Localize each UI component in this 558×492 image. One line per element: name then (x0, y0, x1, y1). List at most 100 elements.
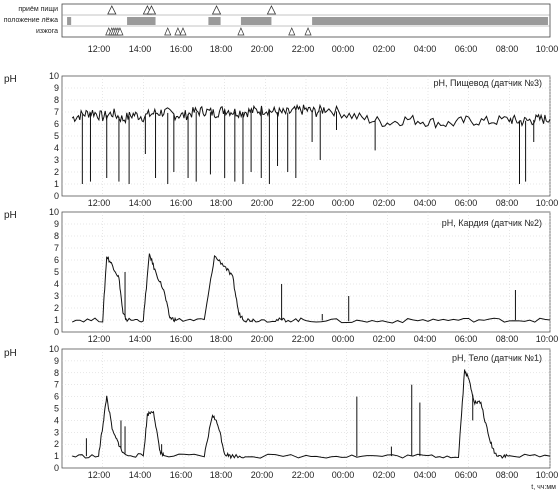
cardia-ph-panel: pH pH, Кардия (датчик №2) 0 1 2 3 4 5 6 7 8 9 10 (4, 207, 551, 337)
y-tick-label: 9 (54, 356, 59, 366)
y-tick-label: 6 (54, 119, 59, 129)
panel-title: pH, Пищевод (датчик №3) (433, 78, 542, 88)
tick-label: 04:00 (414, 334, 437, 344)
events-panel (61, 3, 551, 38)
heartburn-marker (304, 27, 312, 36)
y-tick-label: 8 (54, 231, 59, 241)
y-tick-label: 0 (54, 327, 59, 337)
y-axis-label: pH (4, 210, 17, 221)
y-tick-label: 5 (54, 404, 59, 414)
top-tick-label: 22:00 (292, 44, 315, 54)
y-axis-label: pH (4, 348, 17, 359)
tick-label: 06:00 (455, 470, 478, 480)
tick-label: 10:00 (536, 334, 558, 344)
supine-interval-bar (312, 17, 548, 25)
heartburn-row-label: изжога (36, 28, 58, 35)
ph-trace (71, 103, 551, 129)
y-tick-label: 0 (54, 191, 59, 201)
tick-label: 00:00 (332, 198, 355, 208)
tick-label: 16:00 (170, 334, 193, 344)
y-tick-label: 2 (54, 439, 59, 449)
tick-label: 10:00 (536, 470, 558, 480)
tick-label: 08:00 (496, 334, 519, 344)
y-tick-label: 7 (54, 243, 59, 253)
meal-marker (107, 5, 117, 15)
y-tick-label: 10 (49, 207, 59, 217)
events-frame (61, 3, 551, 38)
y-tick-label: 10 (49, 344, 59, 354)
y-tick-label: 9 (54, 83, 59, 93)
top-tick-label: 06:00 (455, 44, 478, 54)
tick-label: 22:00 (292, 470, 315, 480)
x-axis-label: t, чч:мм (531, 484, 556, 491)
panel-1-time-ticks: 12:00 14:00 16:00 18:00 20:00 22:00 00:0… (88, 198, 558, 208)
tick-label: 12:00 (88, 198, 111, 208)
tick-label: 02:00 (373, 334, 396, 344)
y-tick-label: 5 (54, 267, 59, 277)
supine-interval-bar (240, 17, 272, 25)
top-tick-label: 08:00 (496, 44, 519, 54)
tick-label: 20:00 (251, 470, 274, 480)
tick-label: 22:00 (292, 198, 315, 208)
tick-label: 08:00 (496, 470, 519, 480)
supine-row-label: положение лёжа (4, 17, 58, 24)
heartburn-marker (179, 27, 187, 36)
heartburn-marker (164, 27, 172, 36)
tick-label: 10:00 (536, 198, 558, 208)
y-tick-label: 10 (49, 71, 59, 81)
tick-label: 16:00 (170, 198, 193, 208)
top-tick-label: 16:00 (170, 44, 193, 54)
tick-label: 20:00 (251, 198, 274, 208)
tick-label: 02:00 (373, 470, 396, 480)
y-axis-label: pH (4, 74, 17, 85)
y-tick-label: 6 (54, 255, 59, 265)
heartburn-marker (288, 27, 296, 36)
tick-label: 02:00 (373, 198, 396, 208)
tick-label: 04:00 (414, 470, 437, 480)
supine-interval-bar (127, 17, 156, 25)
tick-label: 18:00 (210, 198, 233, 208)
panel-title: pH, Кардия (датчик №2) (442, 218, 542, 228)
ph-trace (71, 253, 551, 324)
tick-label: 18:00 (210, 470, 233, 480)
top-tick-label: 12:00 (88, 44, 111, 54)
body-ph-panel: pH pH, Тело (датчик №1) 0 1 2 3 45 6 7 8 9 10 (4, 344, 551, 473)
top-tick-label: 02:00 (373, 44, 396, 54)
tick-label: 00:00 (332, 470, 355, 480)
tick-label: 04:00 (414, 198, 437, 208)
ph-trace (72, 369, 551, 460)
y-tick-label: 4 (54, 143, 59, 153)
y-tick-label: 5 (54, 131, 59, 141)
top-tick-label: 14:00 (129, 44, 152, 54)
y-tick-label: 0 (54, 463, 59, 473)
tick-label: 18:00 (210, 334, 233, 344)
y-tick-label: 3 (54, 155, 59, 165)
supine-interval-bar (208, 17, 221, 25)
y-tick-label: 2 (54, 303, 59, 313)
heartburn-marker (237, 27, 245, 36)
heartburn-marker (174, 27, 182, 36)
meal-marker (211, 5, 222, 15)
meal-marker (266, 5, 277, 15)
panel-2-time-ticks: 12:00 14:00 16:00 18:00 20:00 22:00 00:0… (88, 334, 558, 344)
tick-label: 00:00 (332, 334, 355, 344)
y-tick-label: 9 (54, 219, 59, 229)
y-tick-label: 3 (54, 427, 59, 437)
tick-label: 20:00 (251, 334, 274, 344)
y-tick-label: 7 (54, 107, 59, 117)
meal-row-label: приём пищи (18, 6, 58, 13)
y-tick-label: 4 (54, 415, 59, 425)
supine-interval-bar (67, 17, 72, 25)
panel-3-time-ticks: 12:00 14:00 16:00 18:00 20:00 22:00 00:0… (88, 470, 558, 480)
esophagus-ph-panel: pH pH, Пищевод (датчик №3) 0 1 2 3 4 5 6 7 8 9 10 (4, 71, 551, 201)
tick-label: 12:00 (88, 334, 111, 344)
panel-title: pH, Тело (датчик №1) (452, 353, 542, 363)
top-time-ticks: 12:00 14:00 16:00 18:00 20:00 22:00 00:0… (88, 44, 558, 54)
tick-label: 16:00 (170, 470, 193, 480)
y-tick-label: 3 (54, 291, 59, 301)
tick-label: 06:00 (455, 334, 478, 344)
top-tick-label: 10:00 (536, 44, 558, 54)
tick-label: 22:00 (292, 334, 315, 344)
top-tick-label: 00:00 (332, 44, 355, 54)
